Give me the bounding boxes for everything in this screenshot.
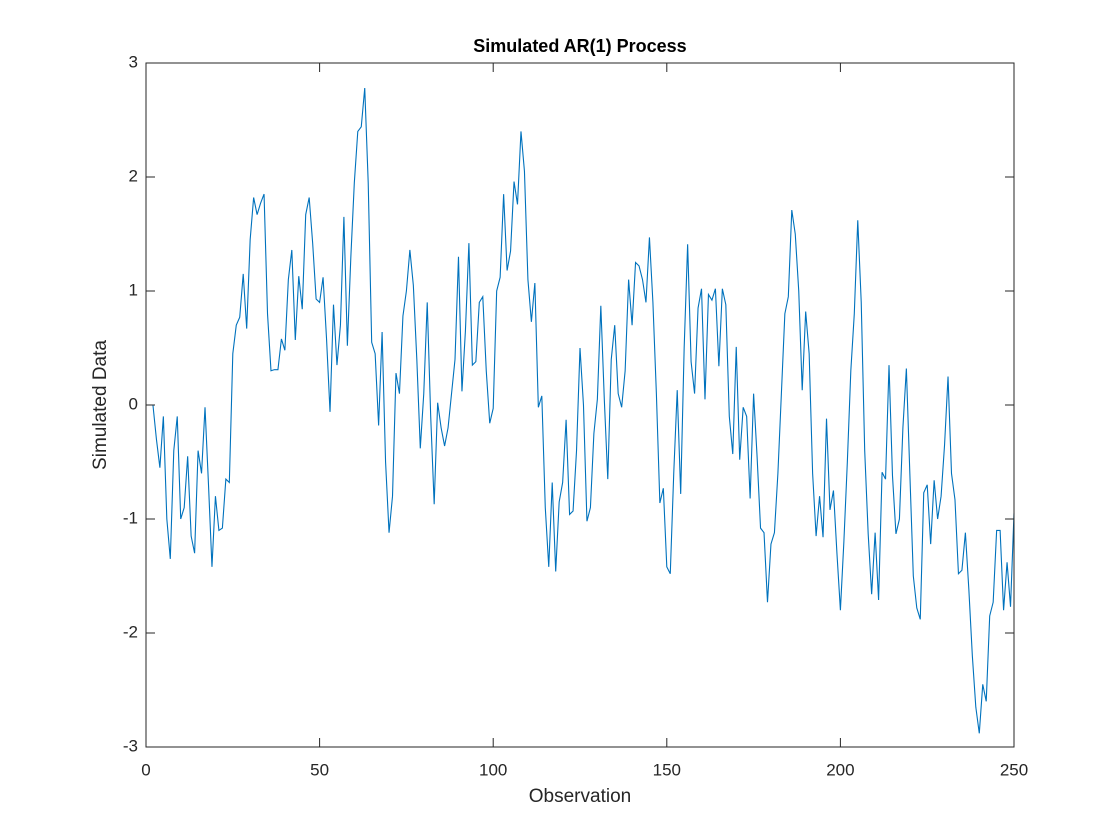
y-tick-label: 0 xyxy=(129,394,138,413)
plot-area xyxy=(146,63,1014,747)
x-tick-label: 50 xyxy=(310,760,329,779)
y-axis-label: Simulated Data xyxy=(90,340,111,470)
data-line xyxy=(149,88,1015,734)
y-tick-label: 2 xyxy=(129,166,138,185)
y-tick-label: 1 xyxy=(129,280,138,299)
y-tick-label: -3 xyxy=(123,736,138,755)
x-tick-label: 250 xyxy=(1000,760,1028,779)
y-tick-label: 3 xyxy=(129,52,138,71)
x-tick-label: 100 xyxy=(479,760,507,779)
y-tick-label: -2 xyxy=(123,622,138,641)
x-tick-label: 0 xyxy=(141,760,150,779)
x-tick-label: 200 xyxy=(826,760,854,779)
x-axis-label: Observation xyxy=(529,786,631,807)
y-tick-label: -1 xyxy=(123,508,138,527)
x-tick-label: 150 xyxy=(653,760,681,779)
chart-title: Simulated AR(1) Process xyxy=(473,36,686,56)
